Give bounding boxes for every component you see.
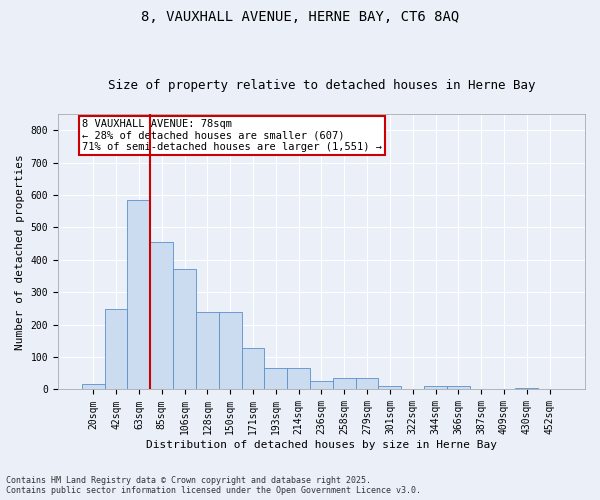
Bar (242, 348, 265, 390)
Bar (104, 309, 127, 390)
Bar (424, 386, 447, 390)
Bar (356, 378, 379, 390)
Bar (287, 368, 310, 390)
Bar (310, 382, 333, 390)
Text: 8 VAUXHALL AVENUE: 78sqm
← 28% of detached houses are smaller (607)
71% of semi-: 8 VAUXHALL AVENUE: 78sqm ← 28% of detach… (82, 119, 382, 152)
Text: 8, VAUXHALL AVENUE, HERNE BAY, CT6 8AQ: 8, VAUXHALL AVENUE, HERNE BAY, CT6 8AQ (141, 10, 459, 24)
Bar (515, 388, 538, 390)
Bar (82, 384, 104, 390)
Bar (151, 242, 173, 390)
Bar (447, 386, 470, 390)
Bar (333, 378, 356, 390)
Title: Size of property relative to detached houses in Herne Bay: Size of property relative to detached ho… (108, 79, 535, 92)
Bar (196, 312, 219, 390)
X-axis label: Distribution of detached houses by size in Herne Bay: Distribution of detached houses by size … (146, 440, 497, 450)
Bar (173, 268, 196, 390)
Bar (127, 200, 151, 390)
Bar (265, 368, 287, 390)
Bar (379, 386, 401, 390)
Y-axis label: Number of detached properties: Number of detached properties (15, 154, 25, 350)
Bar (219, 312, 242, 390)
Text: Contains HM Land Registry data © Crown copyright and database right 2025.
Contai: Contains HM Land Registry data © Crown c… (6, 476, 421, 495)
